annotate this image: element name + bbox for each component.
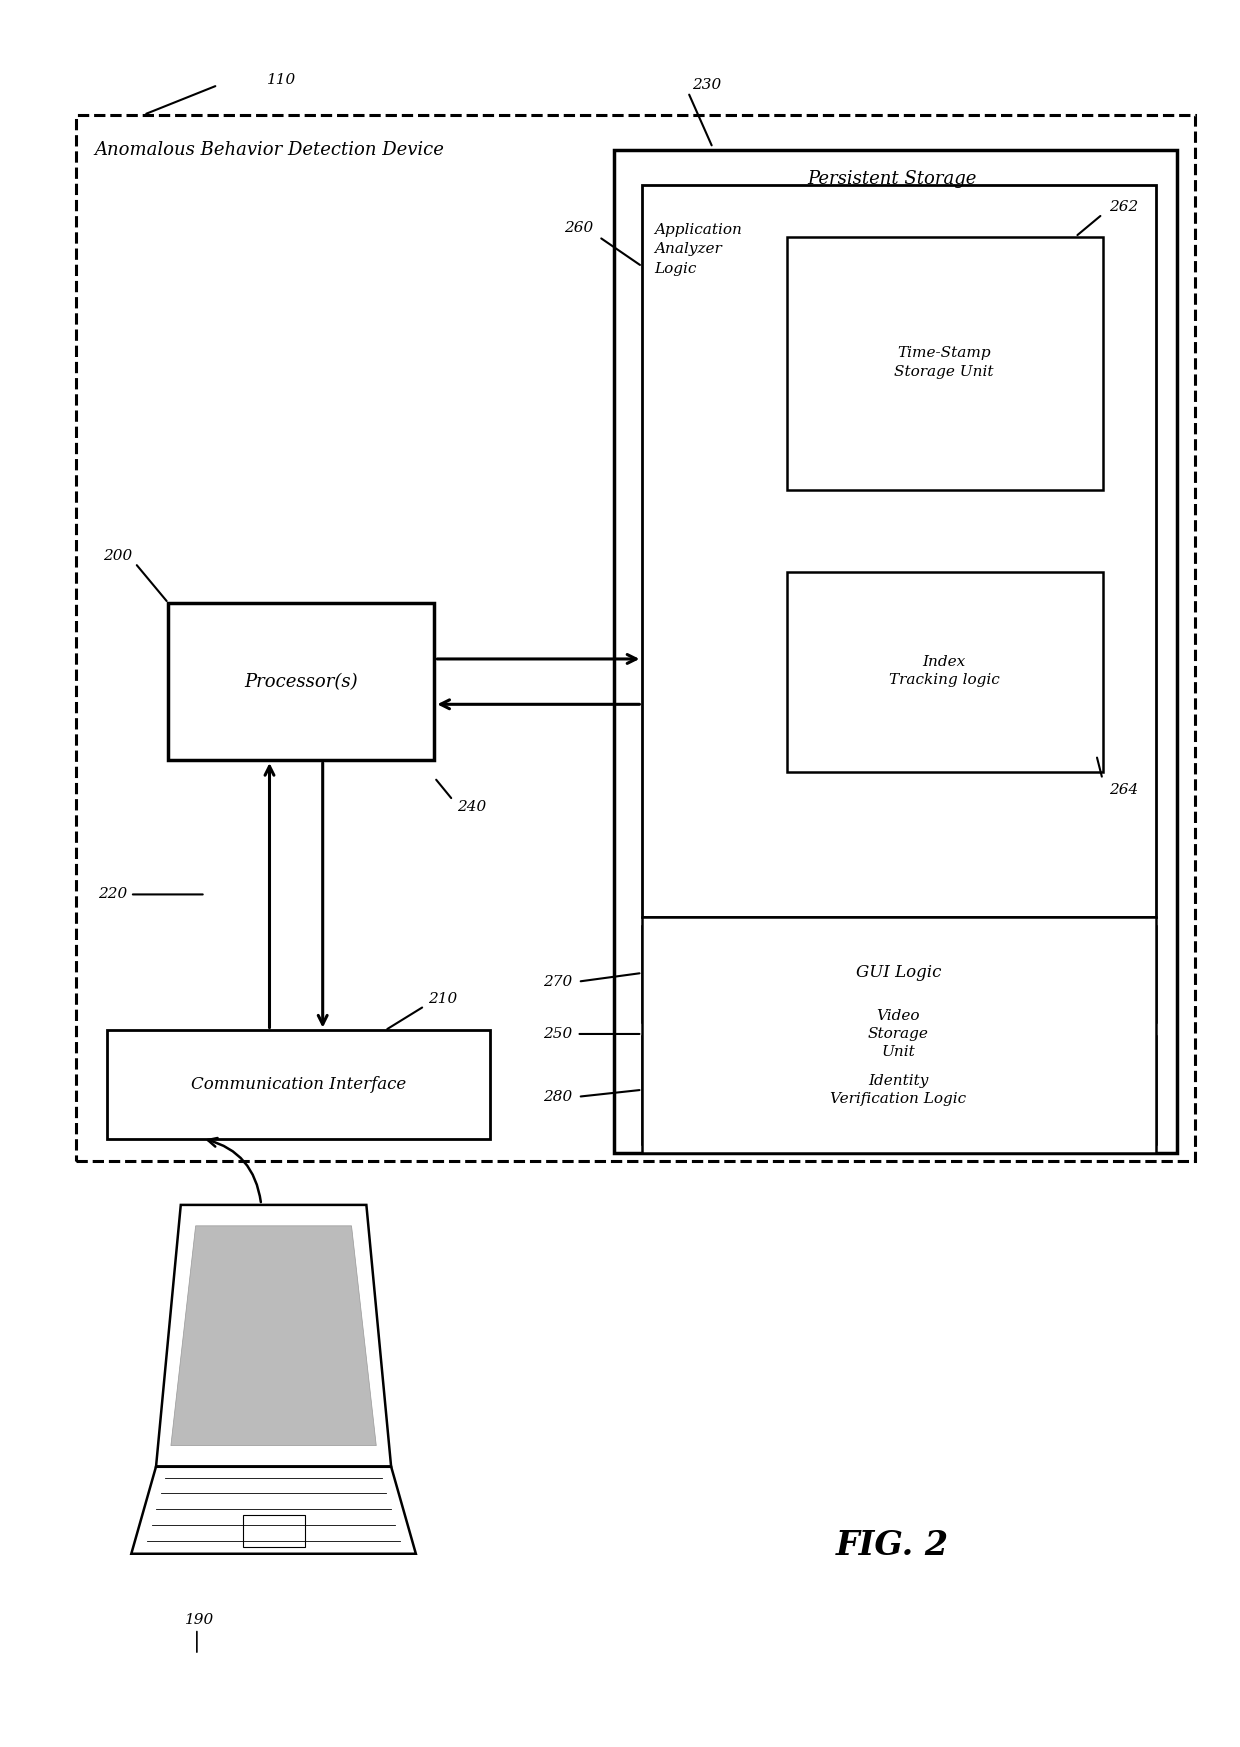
Text: Anomalous Behavior Detection Device: Anomalous Behavior Detection Device xyxy=(94,142,444,159)
Text: 220: 220 xyxy=(98,887,128,901)
Text: 190: 190 xyxy=(185,1612,213,1626)
Text: Application
Analyzer
Logic: Application Analyzer Logic xyxy=(655,224,743,276)
Polygon shape xyxy=(171,1226,376,1445)
Bar xyxy=(243,1515,305,1546)
Text: 264: 264 xyxy=(1109,783,1138,797)
Bar xyxy=(76,115,1195,1162)
Text: Identity
Verification Logic: Identity Verification Logic xyxy=(831,1074,966,1106)
Text: 240: 240 xyxy=(456,800,486,814)
Text: Communication Interface: Communication Interface xyxy=(191,1076,405,1094)
Bar xyxy=(642,1036,1156,1144)
Text: Index
Tracking logic: Index Tracking logic xyxy=(889,655,999,687)
Text: GUI Logic: GUI Logic xyxy=(856,964,941,982)
Text: Time-Stamp
Storage Unit: Time-Stamp Storage Unit xyxy=(894,346,994,379)
Bar xyxy=(642,917,1156,1153)
Text: 110: 110 xyxy=(268,73,296,87)
Text: Video
Storage
Unit: Video Storage Unit xyxy=(868,1008,929,1059)
Text: 200: 200 xyxy=(103,549,133,563)
Text: FIG. 2: FIG. 2 xyxy=(836,1529,949,1562)
Polygon shape xyxy=(131,1466,415,1553)
Text: Processor(s): Processor(s) xyxy=(244,673,357,690)
Text: 250: 250 xyxy=(543,1027,573,1041)
Bar xyxy=(169,603,434,760)
Text: 230: 230 xyxy=(692,79,720,93)
Polygon shape xyxy=(156,1205,391,1466)
Text: Persistent Storage: Persistent Storage xyxy=(807,169,977,189)
Text: 280: 280 xyxy=(543,1090,573,1104)
Text: 262: 262 xyxy=(1109,201,1138,215)
Bar xyxy=(642,926,1156,1022)
Text: 210: 210 xyxy=(428,992,458,1006)
Text: 270: 270 xyxy=(543,975,573,989)
Bar xyxy=(107,1031,490,1139)
Bar xyxy=(642,185,1156,917)
Bar xyxy=(787,571,1102,772)
Bar xyxy=(787,238,1102,489)
Bar xyxy=(614,150,1177,1153)
FancyArrowPatch shape xyxy=(208,1137,260,1202)
Text: 260: 260 xyxy=(564,222,594,236)
